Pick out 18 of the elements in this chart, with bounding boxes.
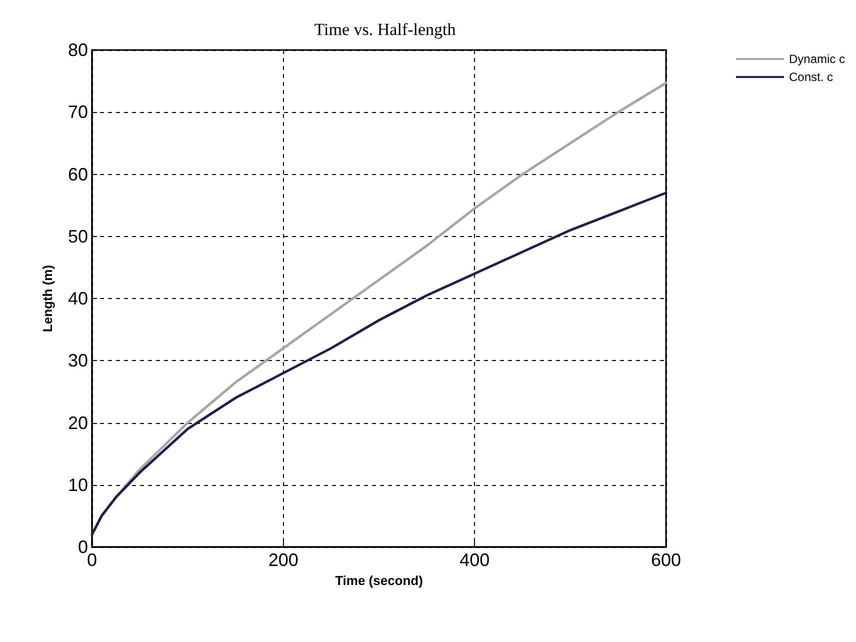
y-tick-label: 80: [68, 40, 88, 60]
x-tick-label: 200: [268, 550, 298, 570]
y-tick-label: 60: [68, 164, 88, 184]
legend-label: Const. c: [788, 70, 834, 84]
legend-label: Dynamic c: [788, 52, 846, 66]
x-tick-label: 600: [650, 550, 682, 570]
x-axis-title: Time (second): [335, 572, 423, 588]
line-series: [90, 192, 668, 536]
y-tick-label: 0: [78, 537, 88, 557]
y-tick-label: 20: [68, 412, 88, 433]
y-tick-label: 30: [68, 350, 88, 371]
y-axis-title: Length (m): [40, 264, 55, 332]
y-tick-label: 40: [68, 288, 88, 308]
chart-title: Time vs. Half-length: [314, 20, 456, 39]
y-tick-label: 10: [68, 474, 88, 495]
x-tick-label: 400: [460, 550, 490, 570]
y-tick-label: 50: [68, 226, 88, 246]
y-tick-label: 70: [68, 102, 88, 122]
